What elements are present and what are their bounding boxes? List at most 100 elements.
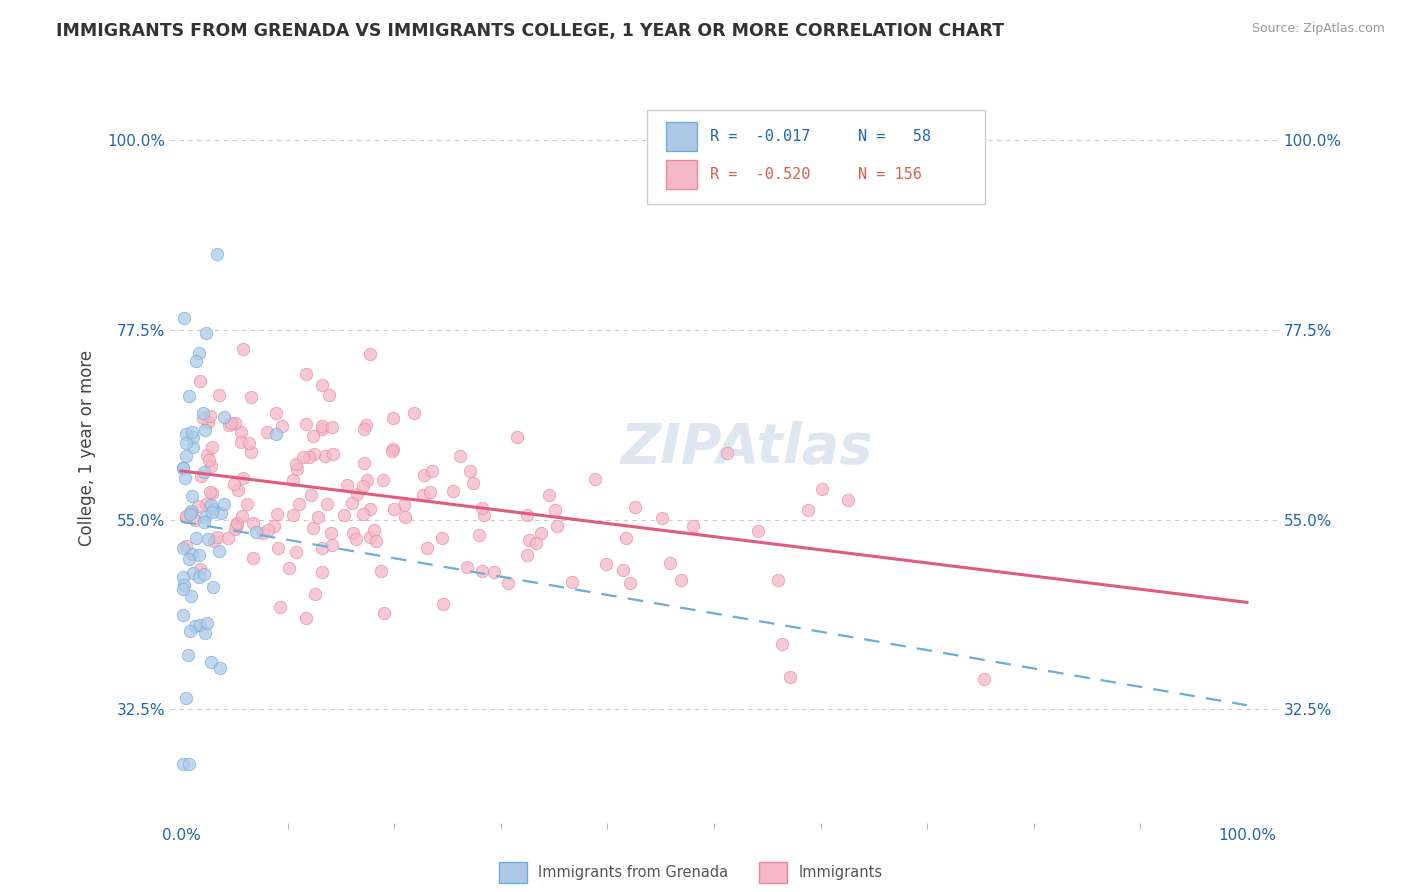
Point bbox=[392, 498, 415, 512]
Point bbox=[311, 422, 333, 436]
Point bbox=[190, 469, 212, 483]
Point bbox=[181, 505, 204, 519]
Point bbox=[682, 518, 704, 533]
Point bbox=[304, 587, 326, 601]
Point bbox=[333, 508, 356, 523]
Point bbox=[225, 519, 247, 533]
Point bbox=[359, 530, 381, 544]
Point bbox=[202, 502, 225, 516]
Point bbox=[263, 519, 285, 533]
Point bbox=[517, 533, 540, 547]
Point bbox=[174, 435, 197, 450]
Point bbox=[264, 426, 287, 441]
Text: N = 156: N = 156 bbox=[858, 167, 921, 182]
Point bbox=[172, 461, 194, 475]
Point bbox=[177, 389, 200, 403]
Point bbox=[232, 471, 254, 485]
Point bbox=[716, 446, 738, 460]
Point bbox=[319, 526, 342, 541]
Point bbox=[321, 420, 343, 434]
Point bbox=[311, 565, 333, 579]
Point bbox=[595, 557, 617, 571]
Point bbox=[363, 523, 385, 537]
Point bbox=[346, 486, 368, 500]
Point bbox=[506, 430, 529, 444]
Point bbox=[530, 525, 553, 540]
Point bbox=[187, 499, 209, 513]
Point bbox=[194, 510, 217, 524]
Point bbox=[359, 347, 381, 361]
Point bbox=[779, 670, 801, 684]
Point bbox=[193, 465, 215, 479]
Point bbox=[240, 390, 263, 404]
Y-axis label: College, 1 year or more: College, 1 year or more bbox=[79, 350, 96, 546]
Point bbox=[232, 342, 254, 356]
Point bbox=[612, 563, 634, 577]
Point bbox=[202, 533, 225, 548]
Point bbox=[172, 608, 194, 623]
Point bbox=[180, 589, 202, 603]
Point bbox=[318, 387, 340, 401]
Point bbox=[172, 757, 194, 772]
Point bbox=[430, 531, 453, 545]
Point bbox=[187, 345, 209, 359]
Point bbox=[498, 576, 520, 591]
Point bbox=[238, 435, 260, 450]
Point bbox=[266, 508, 288, 522]
Point bbox=[173, 577, 195, 591]
Point bbox=[364, 533, 387, 548]
Point bbox=[201, 580, 224, 594]
Point bbox=[370, 564, 392, 578]
Point bbox=[212, 410, 235, 425]
Point bbox=[413, 468, 436, 483]
Point bbox=[242, 516, 264, 531]
Point bbox=[544, 503, 567, 517]
Point bbox=[214, 497, 236, 511]
Point bbox=[174, 539, 197, 553]
Point bbox=[614, 531, 637, 545]
Point bbox=[172, 570, 194, 584]
Point bbox=[226, 517, 249, 532]
Point bbox=[188, 374, 211, 388]
Point bbox=[344, 532, 367, 546]
Point bbox=[174, 510, 197, 524]
Point bbox=[314, 449, 336, 463]
Point bbox=[659, 556, 682, 570]
Point bbox=[284, 457, 307, 471]
Point bbox=[179, 507, 201, 521]
Text: R =  -0.520: R = -0.520 bbox=[710, 167, 810, 182]
Point bbox=[190, 561, 212, 575]
Point bbox=[218, 418, 240, 433]
Point bbox=[354, 417, 377, 432]
Point bbox=[209, 506, 232, 520]
Point bbox=[311, 378, 333, 392]
Point bbox=[235, 498, 257, 512]
Point bbox=[207, 387, 229, 401]
Text: Immigrants from Grenada: Immigrants from Grenada bbox=[538, 865, 728, 880]
Point bbox=[432, 597, 454, 611]
Point bbox=[172, 582, 194, 596]
Point bbox=[353, 456, 375, 470]
Point bbox=[229, 434, 252, 449]
Point bbox=[179, 624, 201, 638]
Text: Source: ZipAtlas.com: Source: ZipAtlas.com bbox=[1251, 22, 1385, 36]
Point bbox=[441, 484, 464, 499]
Point bbox=[201, 505, 224, 519]
Point bbox=[181, 430, 204, 444]
Point bbox=[222, 476, 245, 491]
Point bbox=[561, 575, 583, 590]
Point bbox=[381, 442, 404, 457]
Point bbox=[184, 532, 207, 546]
Point bbox=[174, 427, 197, 442]
Text: N =   58: N = 58 bbox=[858, 129, 931, 145]
Point bbox=[221, 416, 243, 430]
Point bbox=[298, 450, 321, 465]
Point bbox=[340, 495, 363, 509]
Point bbox=[271, 418, 294, 433]
Text: Immigrants: Immigrants bbox=[799, 865, 883, 880]
Point bbox=[973, 672, 995, 686]
Point bbox=[277, 560, 299, 574]
Point bbox=[342, 526, 364, 541]
Point bbox=[193, 516, 215, 530]
Point bbox=[205, 247, 228, 261]
